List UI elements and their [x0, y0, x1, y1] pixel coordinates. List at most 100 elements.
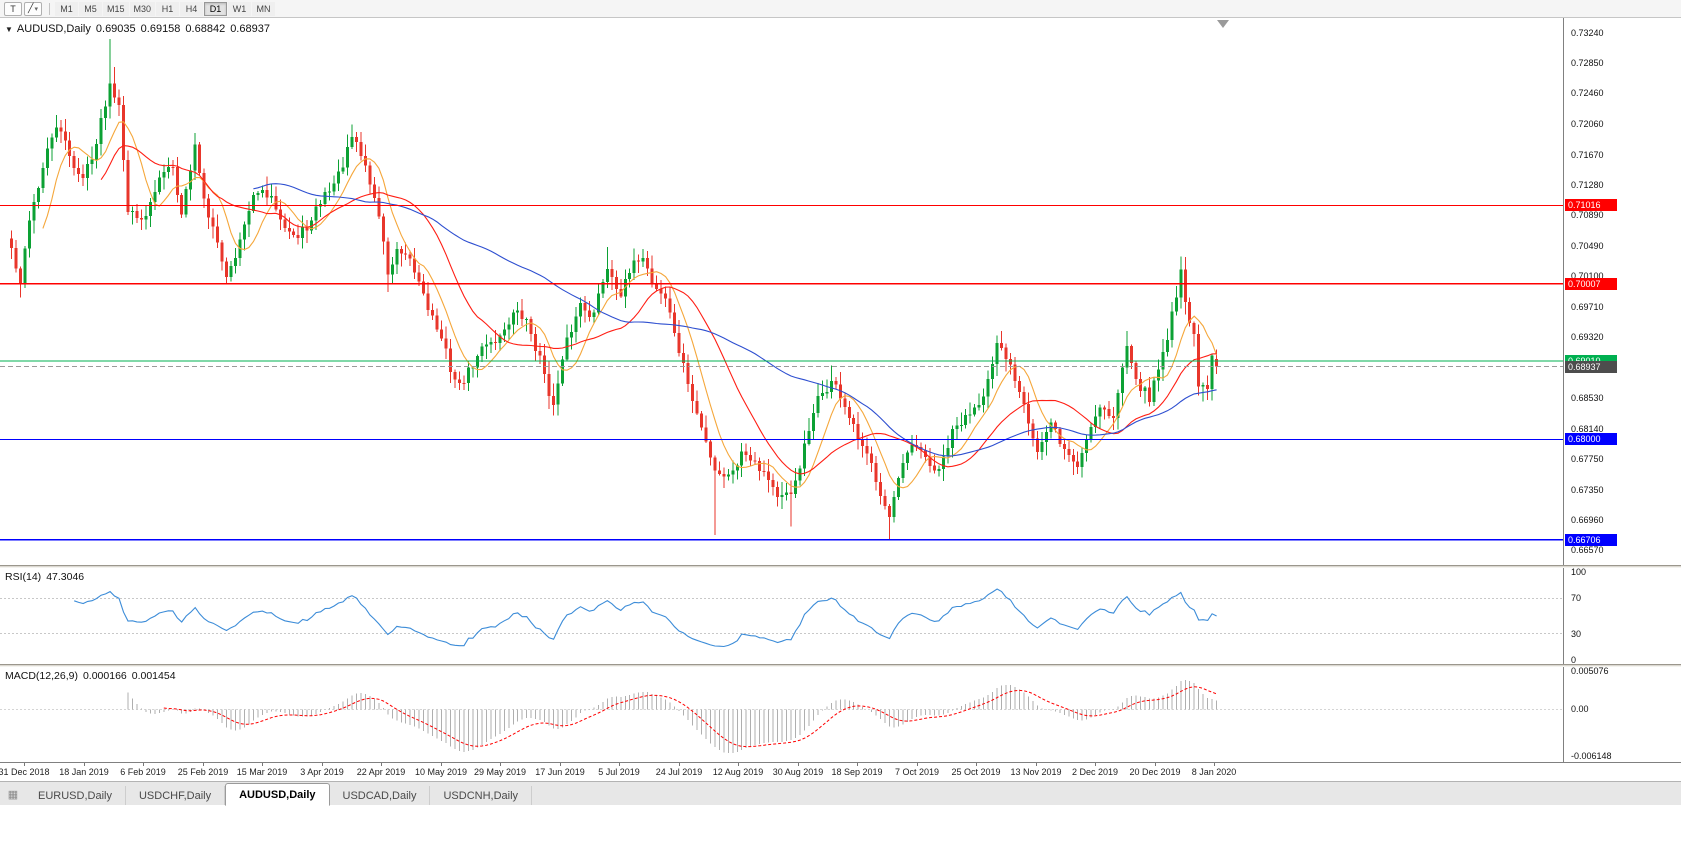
price-tick-label: 0.67350 [1571, 485, 1604, 495]
macd-tick-label: 0.00 [1571, 704, 1589, 714]
rsi-tick-label: 30 [1571, 629, 1582, 639]
time-tick [798, 763, 799, 766]
timeframe-button-m30[interactable]: M30 [129, 1, 156, 16]
time-tick [560, 763, 561, 766]
date-label: 5 Jul 2019 [598, 767, 640, 777]
macd-canvas[interactable] [0, 667, 1563, 762]
date-label: 15 Mar 2019 [236, 767, 288, 777]
chart-tab-audusd-daily[interactable]: AUDUSD,Daily [225, 783, 330, 806]
time-tick [1036, 763, 1037, 766]
time-tick [441, 763, 442, 766]
panel-separator[interactable] [0, 565, 1681, 568]
date-label: 31 Dec 2018 [0, 767, 50, 777]
toolbar: T ╱ ▾ M1 M5 M15 M30 H1 H4 D1 W1 MN [0, 0, 1681, 18]
price-chart-panel[interactable]: ▼ AUDUSD,Daily 0.69035 0.69158 0.68842 0.6893… [0, 18, 1563, 565]
price-tick-label: 0.69320 [1571, 332, 1604, 342]
price-chart-canvas[interactable] [0, 18, 1563, 565]
macd-signal-value: 0.001454 [131, 670, 176, 682]
time-tick [917, 763, 918, 766]
price-tick-label: 0.67750 [1571, 454, 1604, 464]
rsi-tick-label: 0 [1571, 655, 1577, 665]
time-tick [262, 763, 263, 766]
timeframe-button-w1[interactable]: W1 [228, 1, 252, 16]
chart-title-collapse-icon[interactable]: ▼ [5, 25, 13, 34]
draw-tool-icon: ╱ [28, 3, 34, 13]
chart-tab-usdcad-daily[interactable]: USDCAD,Daily [330, 786, 431, 805]
date-label: 3 Apr 2019 [300, 767, 344, 777]
timeframe-button-h1[interactable]: H1 [156, 1, 180, 16]
rsi-value: 47.3046 [46, 571, 85, 583]
date-label: 10 May 2019 [414, 767, 468, 777]
price-tick-label: 0.73240 [1571, 28, 1604, 38]
ohlc-low: 0.68842 [185, 23, 226, 35]
date-label: 22 Apr 2019 [356, 767, 406, 777]
time-tick [500, 763, 501, 766]
date-label: 20 Dec 2019 [1129, 767, 1181, 777]
price-tick-label: 0.72460 [1571, 88, 1604, 98]
time-tick [738, 763, 739, 766]
dropdown-arrow-icon: ▾ [34, 5, 38, 13]
rsi-label: RSI(14) 47.3046 [5, 571, 89, 583]
time-tick [322, 763, 323, 766]
date-label: 25 Feb 2019 [177, 767, 229, 777]
date-label: 18 Jan 2019 [59, 767, 109, 777]
chart-tab-eurusd-daily[interactable]: EURUSD,Daily [25, 786, 126, 805]
rsi-canvas[interactable] [0, 568, 1563, 664]
toolbar-separator [49, 2, 50, 15]
price-tick-label: 0.66960 [1571, 515, 1604, 525]
time-axis[interactable]: 31 Dec 2018 18 Jan 2019 6 Feb 2019 25 Feb 2… [0, 762, 1681, 781]
date-label: 25 Oct 2019 [951, 767, 1001, 777]
time-tick [203, 763, 204, 766]
timeframe-button-h4[interactable]: H4 [180, 1, 204, 16]
price-tick-label: 0.72850 [1571, 58, 1604, 68]
timeframe-button-m5[interactable]: M5 [79, 1, 102, 16]
time-tick [1095, 763, 1096, 766]
price-level-label: 0.66706 [1565, 534, 1617, 546]
price-axis[interactable]: 0.73240 0.72850 0.72460 0.72060 0.71670 0.712… [1563, 18, 1681, 762]
chart-tab-usdchf-daily[interactable]: USDCHF,Daily [126, 786, 226, 805]
price-level-label: 0.71016 [1565, 199, 1617, 211]
date-label: 12 Aug 2019 [712, 767, 764, 777]
time-tick [24, 763, 25, 766]
macd-tick-label: -0.006148 [1571, 751, 1612, 761]
time-tick [381, 763, 382, 766]
bid-price-label: 0.68937 [1565, 361, 1617, 373]
price-tick-label: 0.70490 [1571, 241, 1604, 251]
timeframe-button-m15[interactable]: M15 [103, 1, 129, 16]
date-label: 29 May 2019 [473, 767, 527, 777]
date-label: 24 Jul 2019 [655, 767, 703, 777]
timeframe-button-d1[interactable]: D1 [204, 1, 228, 16]
price-tick-label: 0.72060 [1571, 119, 1604, 129]
price-level-label: 0.68000 [1565, 433, 1617, 445]
text-tool-button[interactable]: T [4, 1, 22, 16]
text-tool-icon: T [10, 3, 16, 14]
draw-tool-button[interactable]: ╱ ▾ [24, 1, 42, 16]
panel-separator[interactable] [0, 664, 1681, 667]
ohlc-close: 0.68937 [230, 23, 270, 35]
macd-main-value: 0.000166 [82, 670, 127, 682]
time-tick [1155, 763, 1156, 766]
macd-panel[interactable]: MACD(12,26,9) 0.000166 0.001454 [0, 667, 1563, 762]
chart-tabs-bar: ▦ EURUSD,Daily USDCHF,Daily AUDUSD,Daily USD… [0, 781, 1681, 806]
time-tick [84, 763, 85, 766]
rsi-panel[interactable]: RSI(14) 47.3046 [0, 568, 1563, 664]
time-tick [619, 763, 620, 766]
ohlc-open: 0.69035 [95, 23, 136, 35]
timeframe-button-mn[interactable]: MN [252, 1, 276, 16]
rsi-name: RSI(14) [5, 571, 42, 583]
chart-shift-marker[interactable] [1217, 20, 1229, 28]
timeframe-button-m1[interactable]: M1 [55, 1, 78, 16]
date-label: 6 Feb 2019 [120, 767, 166, 777]
ohlc-high: 0.69158 [140, 23, 181, 35]
price-tick-label: 0.71280 [1571, 180, 1604, 190]
price-tick-label: 0.69710 [1571, 302, 1604, 312]
chart-tab-usdcnh-daily[interactable]: USDCNH,Daily [430, 786, 533, 805]
time-tick [857, 763, 858, 766]
date-label: 13 Nov 2019 [1010, 767, 1062, 777]
rsi-tick-label: 70 [1571, 593, 1582, 603]
price-tick-label: 0.70890 [1571, 210, 1604, 220]
charts-list-icon[interactable]: ▦ [7, 788, 19, 801]
time-tick [679, 763, 680, 766]
price-tick-label: 0.66570 [1571, 545, 1604, 555]
